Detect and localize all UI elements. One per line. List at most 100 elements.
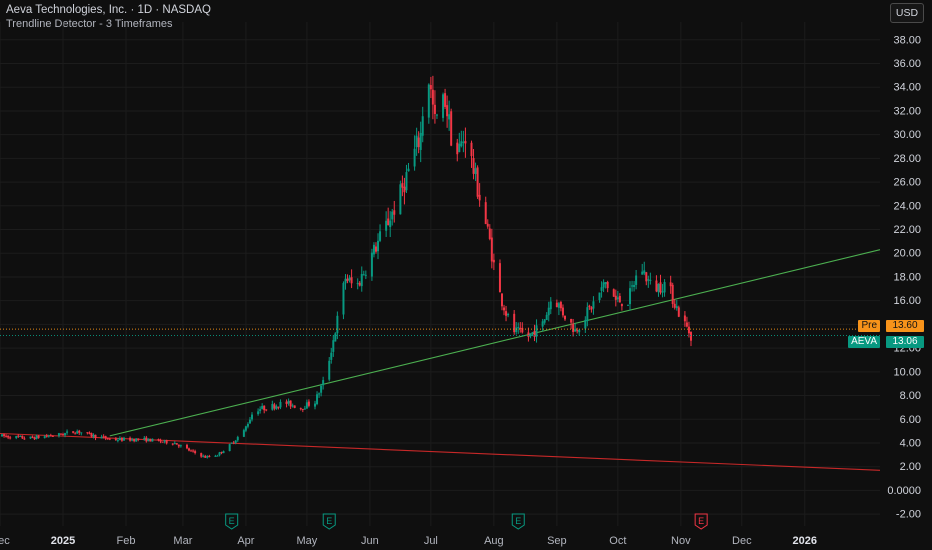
candle-body: [671, 284, 674, 304]
candle-body: [588, 305, 591, 308]
candle-body: [517, 327, 520, 329]
candle-body: [120, 437, 123, 441]
candle-body: [330, 352, 333, 360]
earnings-marker-shape: [322, 513, 336, 530]
pre-market-label: Pre: [858, 320, 880, 333]
reference-lines: [0, 328, 880, 337]
y-tick-label: 24.00: [893, 200, 921, 212]
y-tick-label: 10.00: [893, 366, 921, 378]
candle-body: [59, 433, 62, 435]
candle-body: [21, 435, 24, 439]
candle-body: [157, 439, 160, 441]
candle-body: [37, 435, 40, 438]
candle-body: [448, 114, 451, 120]
x-tick-label: Sep: [547, 535, 567, 547]
y-tick-label: 16.00: [893, 295, 921, 307]
y-tick-label: 0.0000: [887, 485, 921, 497]
price-axis[interactable]: -2.000.00002.004.006.008.0010.0012.0014.…: [887, 34, 921, 520]
candle-body: [163, 440, 166, 442]
candle-body: [106, 438, 109, 440]
candle-body: [462, 141, 465, 143]
candle-body: [92, 434, 95, 437]
candle-body: [344, 278, 347, 284]
candle-body: [391, 211, 394, 220]
candle-body: [7, 435, 10, 438]
candle-body: [305, 402, 308, 409]
candle-body: [185, 444, 188, 449]
candle-body: [399, 184, 402, 215]
y-tick-label: 30.00: [893, 129, 921, 141]
earnings-marker-shape: [694, 513, 708, 530]
candle-body: [427, 84, 430, 118]
candle-body: [584, 319, 587, 329]
candle-body: [521, 327, 524, 333]
x-tick-label: May: [296, 535, 317, 547]
candle-body: [657, 283, 660, 293]
candle-body: [578, 329, 581, 333]
candle-body: [360, 274, 363, 287]
candle-body: [222, 451, 225, 454]
earnings-marker-shape: [511, 513, 525, 530]
candle-body: [358, 282, 361, 286]
candle-body: [659, 282, 662, 293]
candle-body: [543, 319, 546, 323]
candle-body: [218, 452, 221, 456]
candle-body: [206, 456, 209, 458]
candle-body: [464, 140, 467, 144]
candle-body: [507, 313, 510, 316]
earnings-marker-label: E: [229, 516, 235, 526]
candle-body: [19, 436, 22, 438]
x-tick-label: Mar: [173, 535, 192, 547]
candle-body: [474, 168, 477, 175]
candle-body: [486, 223, 489, 227]
candle-body: [314, 403, 317, 407]
candle-body: [35, 435, 38, 440]
earnings-marker: E: [511, 513, 525, 530]
candle-body: [505, 311, 508, 316]
y-tick-label: 8.00: [900, 390, 921, 402]
candle-body: [503, 307, 506, 311]
candle-body: [285, 401, 288, 404]
candle-body: [675, 306, 678, 309]
candle-body: [456, 142, 459, 155]
candle-body: [244, 426, 247, 431]
candle-body: [549, 301, 552, 310]
x-tick-label: Apr: [237, 535, 254, 547]
candle-body: [370, 252, 373, 277]
trendlines: [0, 249, 881, 471]
candle-body: [90, 433, 93, 437]
candle-body: [64, 433, 67, 436]
candle-body: [104, 436, 107, 439]
candle-body: [413, 148, 416, 167]
candle-body: [322, 380, 325, 386]
candle-body: [620, 303, 623, 307]
candle-body: [419, 132, 422, 150]
candle-body: [173, 443, 176, 445]
candle-body: [590, 307, 593, 310]
candle-body: [586, 307, 589, 322]
candle-body: [677, 307, 680, 317]
ticker-label: AEVA: [848, 335, 880, 348]
candle-body: [429, 85, 432, 90]
candle-body: [389, 220, 392, 228]
candle-body: [350, 277, 353, 284]
candle-body: [348, 277, 351, 281]
candle-body: [49, 435, 52, 437]
candle-body: [606, 282, 609, 289]
candle-body: [446, 105, 449, 117]
candle-body: [643, 270, 646, 274]
candle-body: [533, 330, 536, 337]
candle-body: [277, 406, 280, 408]
candle-body: [631, 285, 634, 287]
candle-body: [635, 275, 638, 285]
indicator-name[interactable]: Trendline Detector - 3 Timeframes: [6, 18, 173, 30]
candle-body: [192, 450, 195, 452]
currency-button[interactable]: USD: [890, 3, 924, 23]
candle-body: [118, 438, 121, 441]
candle-body: [149, 438, 152, 442]
time-axis[interactable]: Dec 2025 Feb Mar Apr May Jun Jul Aug Sep Oct Nov Dec…: [0, 535, 817, 547]
candle-body: [131, 439, 134, 441]
candle-body: [602, 282, 605, 288]
